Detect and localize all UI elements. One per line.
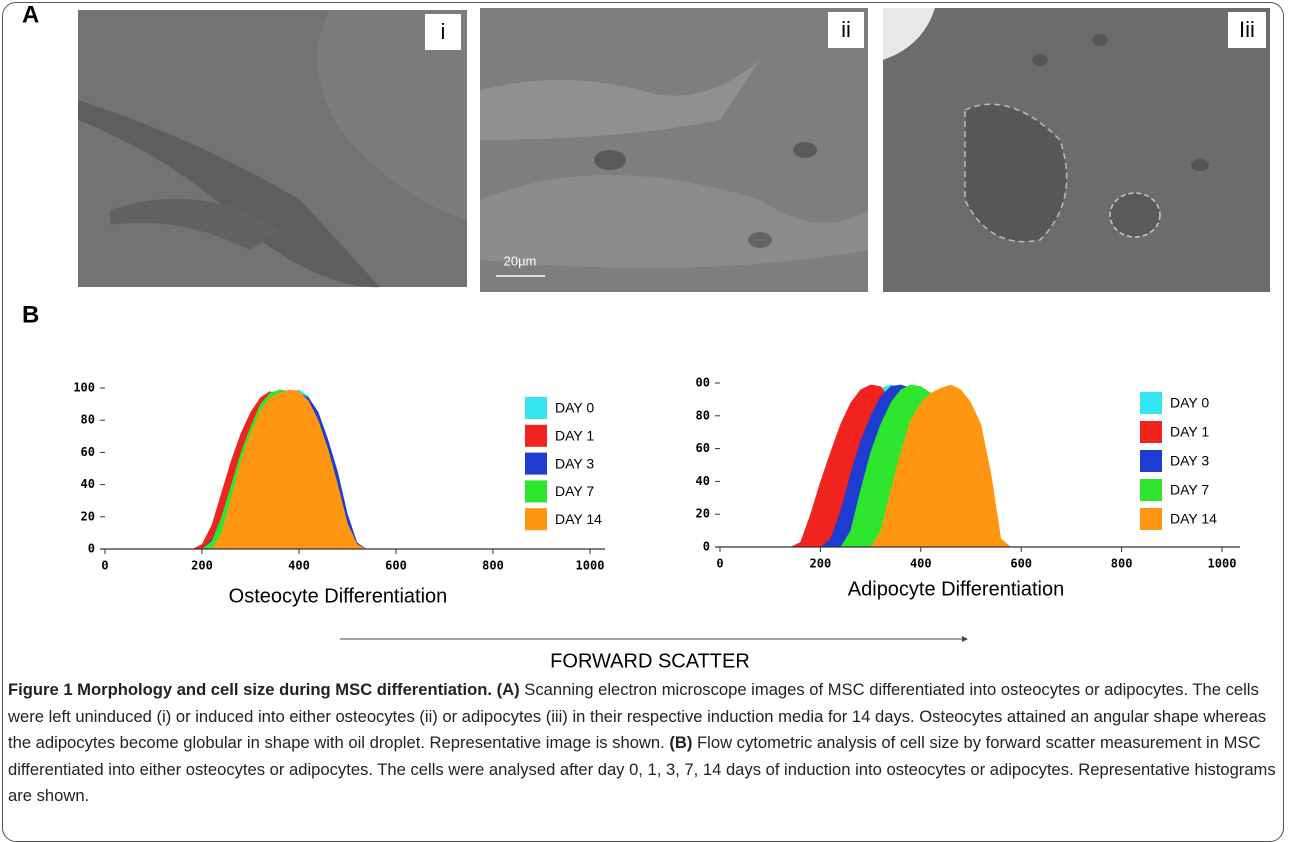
x-tick-label: 0 xyxy=(101,559,108,573)
y-tick-label: 20 xyxy=(81,509,95,523)
figure: A i ii 20µm Iii B FORWARD SCATTER DAY 0 D… xyxy=(22,1,1270,672)
y-tick-label: 80 xyxy=(696,408,710,422)
image-label: Iii xyxy=(1239,17,1255,42)
caption-text: (B) xyxy=(664,733,693,753)
legend-label: DAY 7 xyxy=(555,483,594,499)
image-label: i xyxy=(441,19,446,44)
x-tick-label: 200 xyxy=(191,559,213,573)
legend-label: DAY 14 xyxy=(555,511,602,527)
y-tick-label: 80 xyxy=(81,413,95,427)
y-tick-label: 00 xyxy=(696,376,710,390)
legend-swatch xyxy=(525,452,547,475)
caption-text: Scanning electron microscope images of M… xyxy=(8,680,1267,753)
x-tick-label: 800 xyxy=(482,559,504,573)
legend-label: DAY 14 xyxy=(1170,511,1217,527)
x-tick-label: 400 xyxy=(910,557,932,571)
x-tick-label: 400 xyxy=(288,559,310,573)
sem-image: ii 20µm xyxy=(480,8,868,292)
caption-text: Flow cytometric analysis of cell size by… xyxy=(8,733,1276,806)
legend-label: DAY 1 xyxy=(555,428,594,444)
x-axis-title: Adipocyte Differentiation xyxy=(848,578,1064,600)
legend-swatch xyxy=(1140,450,1162,472)
legend-swatch xyxy=(525,480,547,503)
legend-label: DAY 1 xyxy=(1170,424,1209,440)
x-tick-label: 0 xyxy=(716,557,723,571)
x-tick-label: 600 xyxy=(1010,557,1032,571)
panel-label: A xyxy=(22,1,39,28)
legend-label: DAY 0 xyxy=(555,400,594,416)
legend-label: DAY 7 xyxy=(1170,482,1209,498)
x-tick-label: 600 xyxy=(385,559,407,573)
x-tick-label: 200 xyxy=(810,557,832,571)
panel-label: B xyxy=(22,301,39,328)
x-tick-label: 1000 xyxy=(1208,557,1237,571)
caption-text: Figure 1 Morphology and cell size during… xyxy=(8,680,493,699)
legend-swatch xyxy=(525,508,547,531)
scale-bar-label: 20µm xyxy=(504,253,537,268)
legend-swatch xyxy=(1140,479,1162,501)
x-tick-label: 800 xyxy=(1111,557,1133,571)
legend-swatch xyxy=(525,397,547,419)
histogram-area xyxy=(172,389,387,549)
x-tick-label: 1000 xyxy=(576,559,605,573)
y-tick-label: 20 xyxy=(696,507,710,521)
legend-swatch xyxy=(1140,392,1162,414)
caption-text: (A) xyxy=(492,680,520,699)
shared-axis-label: FORWARD SCATTER xyxy=(550,650,750,672)
sem-image: Iii xyxy=(883,8,1270,292)
y-tick-label: 40 xyxy=(696,474,710,488)
y-tick-label: 60 xyxy=(696,441,710,455)
legend-label: DAY 3 xyxy=(555,455,594,471)
histogram-area xyxy=(790,384,1012,547)
image-label: ii xyxy=(841,17,851,42)
x-axis-title: Osteocyte Differentiation xyxy=(229,585,448,607)
legend-label: DAY 0 xyxy=(1170,395,1209,411)
y-tick-label: 40 xyxy=(81,477,95,491)
legend-swatch xyxy=(525,424,547,447)
y-tick-label: 60 xyxy=(81,445,95,459)
y-tick-label: 0 xyxy=(88,542,95,556)
caption: Figure 1 Morphology and cell size during… xyxy=(8,677,1280,810)
legend-swatch xyxy=(1140,421,1162,443)
y-tick-label: 0 xyxy=(703,540,710,554)
legend-label: DAY 3 xyxy=(1170,453,1209,469)
y-tick-label: 100 xyxy=(73,381,95,395)
arrow-head xyxy=(962,636,968,642)
legend-swatch xyxy=(1140,508,1162,530)
sem-image: i xyxy=(78,10,467,288)
